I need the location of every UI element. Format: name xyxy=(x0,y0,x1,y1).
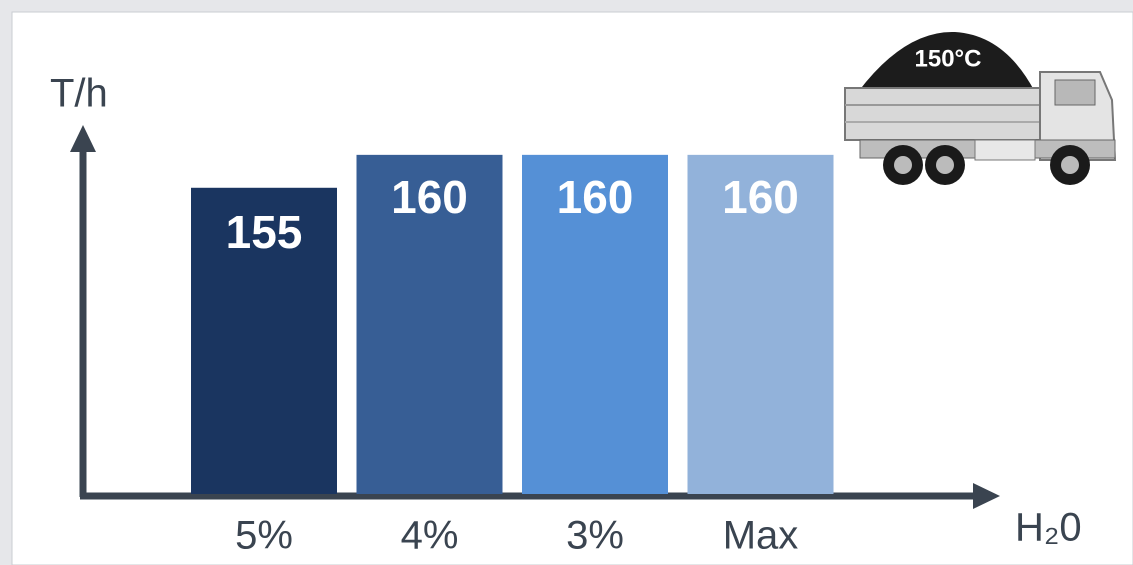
truck-icon xyxy=(844,31,1117,185)
value-label: 160 xyxy=(722,171,799,223)
bar xyxy=(356,154,503,495)
y-axis-label: T/h xyxy=(50,72,108,116)
value-label: 155 xyxy=(226,206,303,258)
x-tick-label: 4% xyxy=(401,514,459,558)
x-tick-label: Max xyxy=(723,514,799,558)
x-axis-arrow xyxy=(973,483,1000,509)
x-tick-label: 5% xyxy=(235,514,293,558)
bar xyxy=(522,154,668,495)
x-axis-label: H₂0 xyxy=(1015,506,1082,550)
badge-label: 150°C xyxy=(915,45,982,72)
value-label: 160 xyxy=(557,171,634,223)
x-tick-label: 3% xyxy=(566,514,624,558)
bar xyxy=(191,187,337,494)
bar xyxy=(687,154,834,495)
y-axis-arrow xyxy=(70,125,96,152)
value-label: 160 xyxy=(391,171,468,223)
